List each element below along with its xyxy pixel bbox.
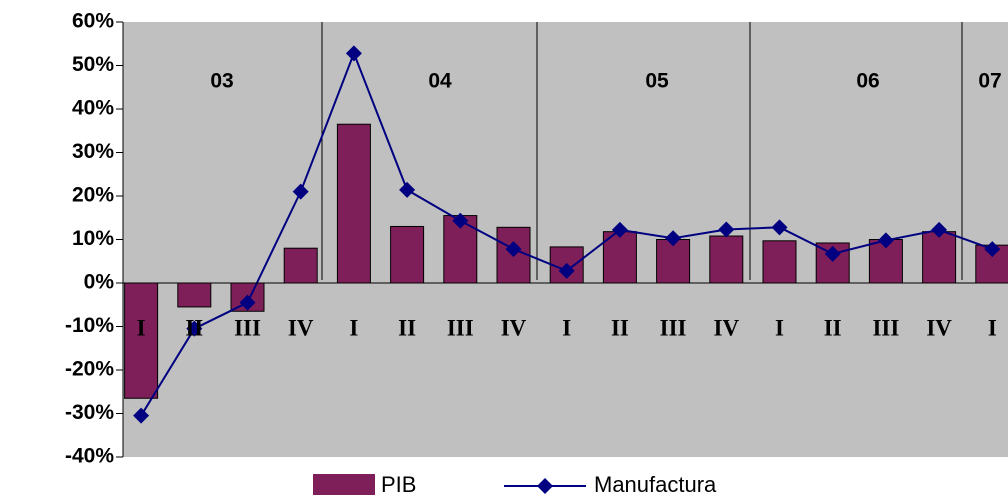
marker [665,230,682,247]
marker [292,183,309,200]
y-tick-label: -40% [65,445,114,468]
legend-marker [537,478,553,494]
x-tick-label: I [349,315,358,340]
marker [186,320,203,337]
x-tick-label: III [447,315,474,340]
bar [762,240,797,284]
bar [336,123,371,284]
x-tick-label: IV [714,315,740,340]
y-tick-label: -20% [65,358,114,381]
legend-label: PIB [381,472,416,497]
x-tick-label: III [234,315,261,340]
marker [239,294,256,311]
year-label: 04 [428,70,452,93]
x-tick-label: II [824,315,842,340]
bar [602,231,637,284]
plot-area [123,22,1008,457]
y-tick-label: 60% [72,10,114,33]
year-label: 06 [856,70,879,93]
x-tick-label: II [611,315,629,340]
marker [399,181,416,198]
marker [345,45,362,62]
bar [709,235,744,284]
marker [452,212,469,229]
x-tick-label: III [872,315,899,340]
marker [558,262,575,279]
y-tick-label: -10% [65,314,114,337]
year-label: 07 [978,70,1001,93]
x-tick-label: I [775,315,784,340]
y-tick-label: 20% [72,184,114,207]
legend: PIB Manufactura [313,472,717,497]
year-label: 05 [645,70,669,93]
bar [390,225,425,284]
marker [505,241,522,258]
x-tick-label: I [988,315,997,340]
bar [124,282,159,399]
bar [177,282,212,308]
marker [931,221,948,238]
marker [824,245,841,262]
legend-swatch [313,474,375,495]
marker [984,241,1001,258]
x-tick-label: I [562,315,571,340]
x-tick-label: II [398,315,416,340]
x-tick-label: IV [926,315,952,340]
x-tick-label: IV [501,315,527,340]
legend-label: Manufactura [594,472,717,497]
bar [283,247,318,284]
marker [771,219,788,236]
marker [133,407,150,424]
marker [718,221,735,238]
x-tick-label: III [660,315,687,340]
y-tick-label: 30% [72,140,114,163]
year-label: 03 [210,70,233,93]
marker [611,221,628,238]
x-tick-label: I [137,315,146,340]
y-tick-label: -30% [65,401,114,424]
year-separators [321,22,963,280]
x-tick-label: IV [288,315,314,340]
y-tick-label: 40% [72,97,114,120]
marker [877,232,894,249]
y-tick-label: 50% [72,53,114,76]
x-tick-label: II [185,315,203,340]
y-tick-label: 10% [72,227,114,250]
bar [922,231,957,284]
y-tick-label: 0% [84,271,115,294]
